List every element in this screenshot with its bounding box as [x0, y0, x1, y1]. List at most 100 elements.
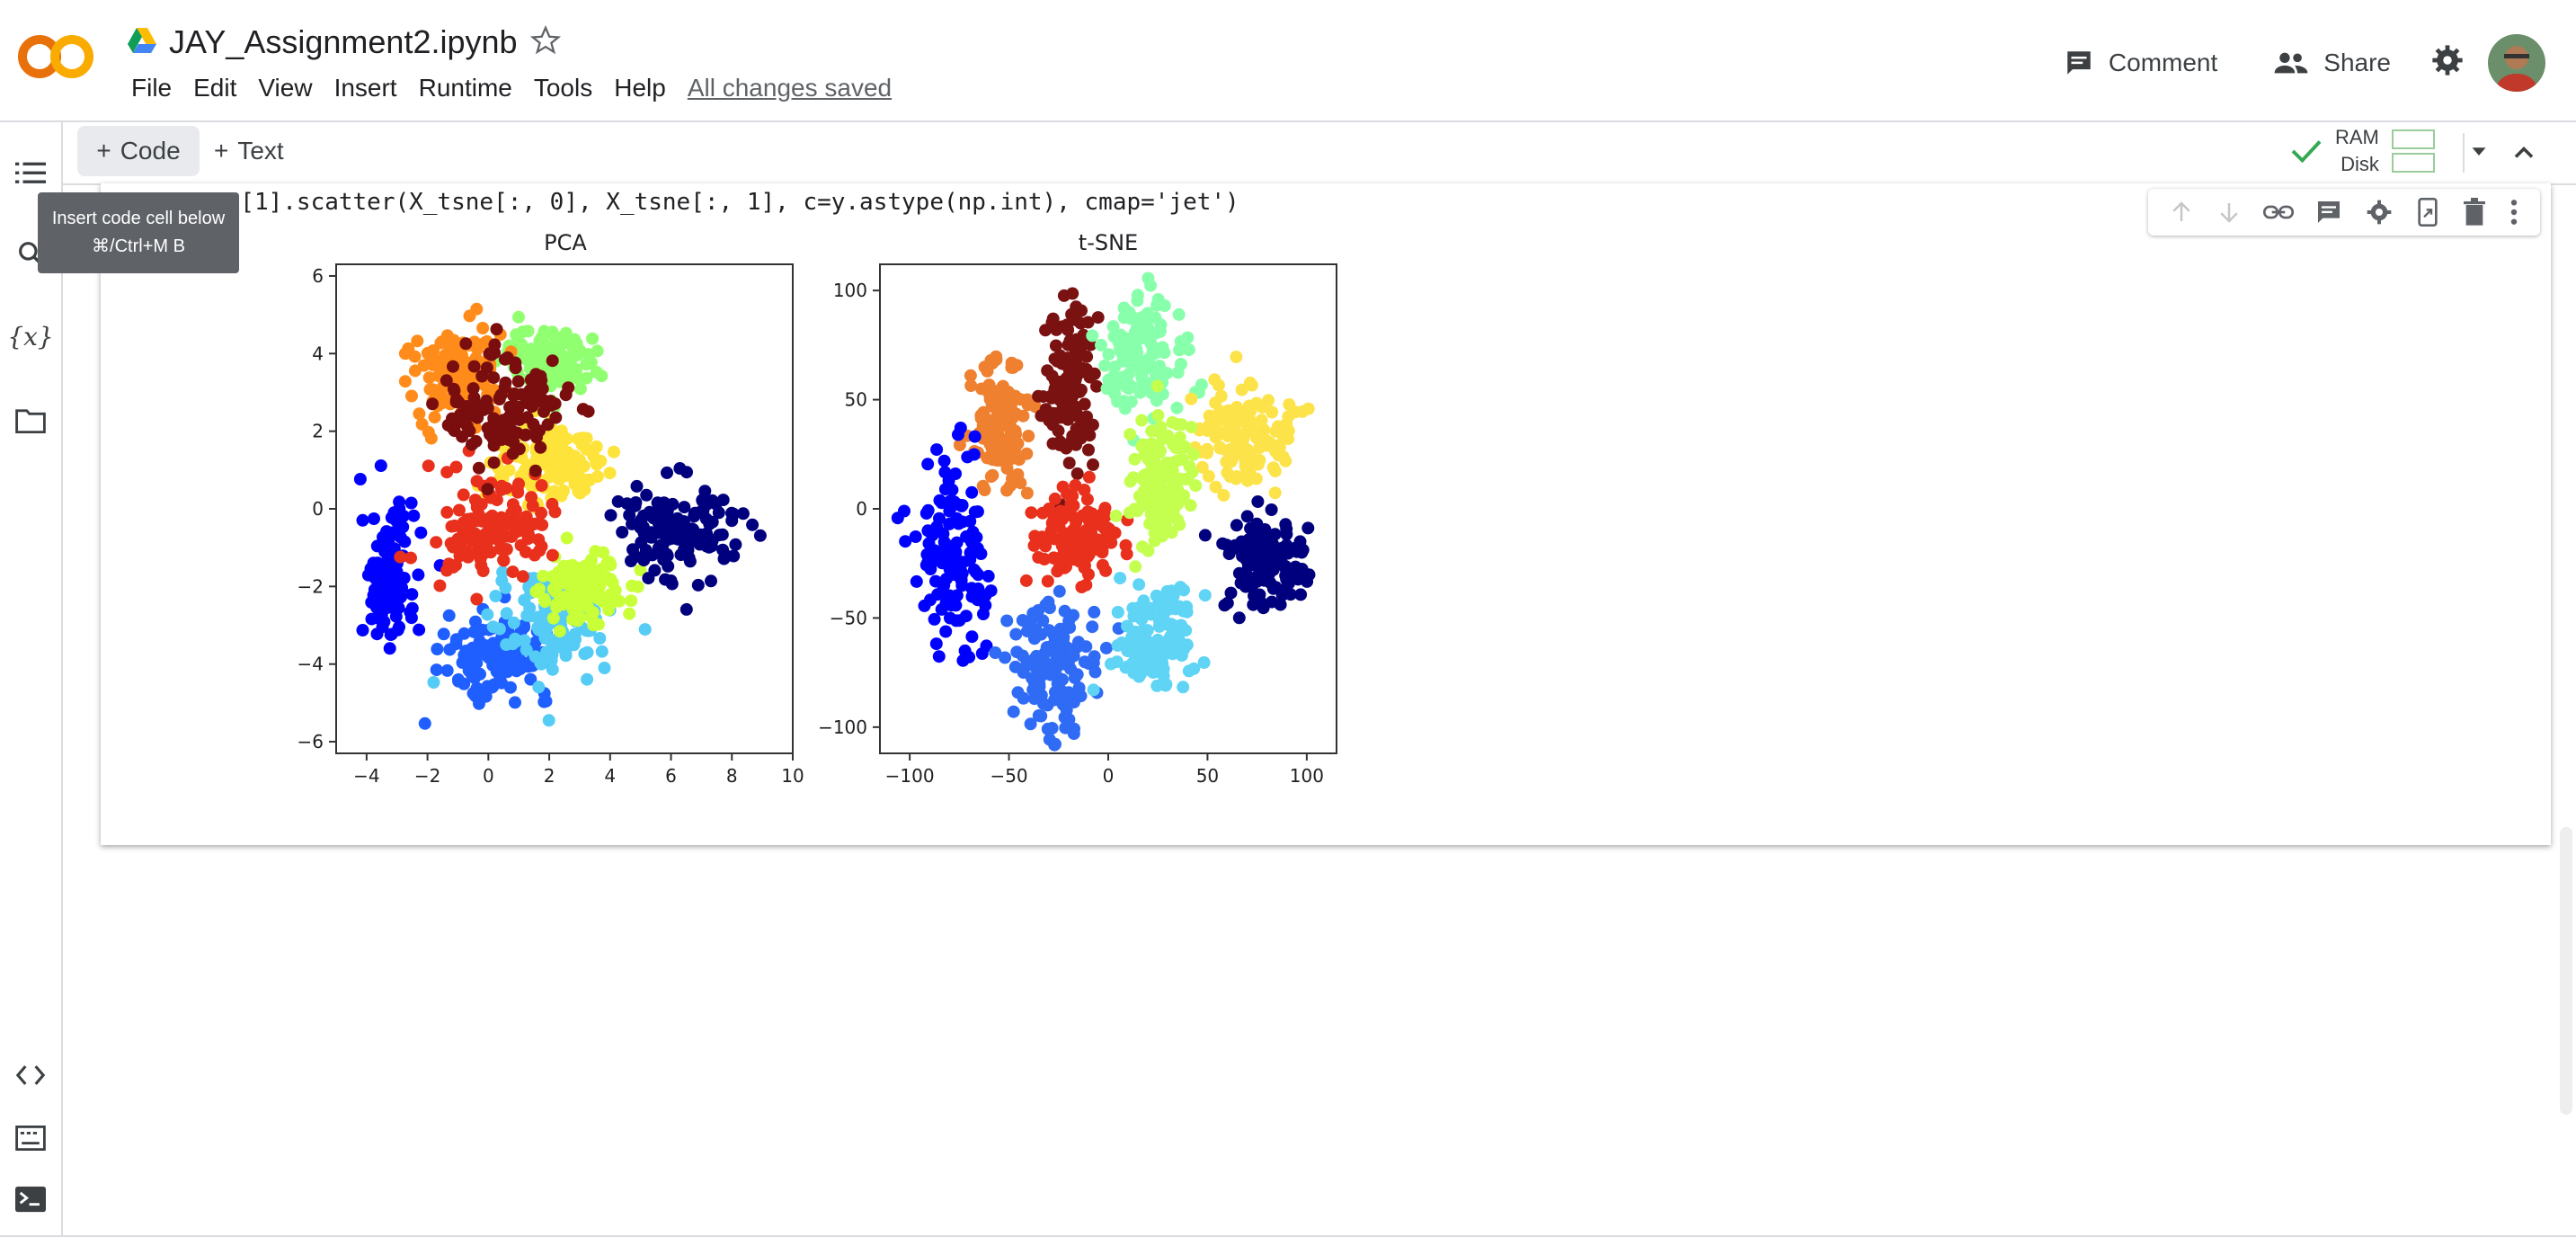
menu-runtime[interactable]: Runtime: [418, 74, 512, 102]
pca-point-class-9: [729, 538, 742, 551]
menu-view[interactable]: View: [258, 74, 313, 102]
tsne-point-class-5: [1054, 504, 1067, 518]
pca-point-class-0: [353, 473, 367, 485]
settings-icon[interactable]: [2365, 198, 2394, 227]
tsne-point-class-9: [1133, 578, 1146, 592]
x-tick-label: 6: [665, 765, 677, 787]
pca-point-class-2: [499, 581, 512, 594]
pca-point-class-8: [534, 441, 547, 454]
colab-logo[interactable]: [16, 27, 95, 86]
tsne-point-class-3: [1268, 465, 1282, 478]
tsne-point-class-5: [1082, 470, 1096, 484]
tsne-point-class-0: [996, 414, 1009, 428]
pca-point-class-3: [559, 334, 573, 347]
menu-file[interactable]: File: [131, 74, 173, 102]
settings-icon[interactable]: [2430, 43, 2465, 84]
notebook-title[interactable]: JAY_Assignment2.ipynb: [169, 23, 518, 60]
y-tick-label: 0: [856, 498, 867, 520]
tsne-point-class-8: [1067, 649, 1080, 663]
tsne-point-class-6: [1133, 489, 1146, 503]
pca-point-class-2: [569, 633, 582, 646]
x-tick-label: 8: [726, 765, 738, 787]
variables-icon[interactable]: {x}: [7, 321, 54, 352]
tsne-point-class-4: [937, 454, 951, 467]
tsne-point-class-6: [1124, 428, 1137, 441]
pca-point-class-8: [466, 382, 480, 396]
tsne-point-class-3: [1282, 410, 1295, 423]
code-cell[interactable]: ax[1].scatter(X_tsne[:, 0], X_tsne[:, 1]…: [101, 183, 2551, 845]
tsne-point-class-4: [910, 574, 923, 588]
tsne-point-class-4: [952, 428, 964, 441]
tsne-point-class-9: [1087, 683, 1100, 697]
save-status-link[interactable]: All changes saved: [687, 74, 893, 102]
move-down-icon[interactable]: [2216, 199, 2243, 226]
delete-icon[interactable]: [2462, 198, 2487, 227]
tsne-point-class-3: [1255, 414, 1268, 427]
move-up-icon[interactable]: [2168, 199, 2195, 226]
menu-edit[interactable]: Edit: [193, 74, 237, 102]
pca-point-class-6: [428, 411, 441, 424]
pca-point-class-2: [489, 590, 502, 602]
tsne-point-class-5: [1066, 489, 1079, 503]
pca-point-class-0: [356, 513, 369, 527]
comment-button[interactable]: Comment: [2047, 40, 2234, 85]
pca-point-class-5: [572, 432, 585, 446]
pca-point-class-1: [509, 696, 521, 709]
menu-insert[interactable]: Insert: [333, 74, 397, 102]
tsne-point-class-6: [1148, 456, 1161, 469]
terminal-icon[interactable]: [13, 1181, 49, 1217]
tsne-point-class-6: [1155, 492, 1168, 505]
pca-point-class-1: [430, 663, 443, 677]
pca-point-class-8: [466, 438, 478, 451]
collapse-header-icon[interactable]: [2508, 137, 2540, 169]
tsne-point-class-8: [1088, 665, 1102, 679]
tsne-point-class-6: [1167, 438, 1179, 451]
tsne-point-class-6: [1151, 409, 1165, 422]
pca-point-class-8: [499, 376, 512, 389]
comment-icon[interactable]: [2314, 198, 2343, 227]
pca-point-class-3: [512, 310, 525, 324]
menu-tools[interactable]: Tools: [533, 74, 593, 102]
star-icon[interactable]: [529, 24, 561, 60]
tsne-point-class-9: [1121, 619, 1133, 633]
folder-icon[interactable]: [13, 403, 49, 439]
pca-point-class-9: [680, 466, 693, 479]
y-tick-label: −6: [298, 731, 324, 752]
tsne-point-class-7: [1216, 537, 1230, 550]
pca-point-class-8: [463, 424, 476, 438]
menu-help[interactable]: Help: [614, 74, 666, 102]
tsne-point-class-7: [1275, 544, 1288, 557]
tsne-point-class-7: [1244, 521, 1257, 535]
header-bar: JAY_Assignment2.ipynb File Edit View Ins…: [0, 0, 2576, 122]
pca-point-class-0: [412, 568, 425, 582]
notebook-toolbar: + Code + Text RAM Disk: [0, 122, 2576, 185]
resources-indicator[interactable]: RAM Disk: [2290, 124, 2492, 178]
pca-point-class-8: [511, 375, 525, 388]
more-icon[interactable]: [2508, 198, 2520, 227]
mirror-cell-icon[interactable]: [2414, 198, 2441, 227]
toc-icon[interactable]: [13, 155, 49, 191]
command-palette-icon[interactable]: [13, 1120, 49, 1156]
tsne-point-class-8: [1041, 722, 1054, 735]
code-snippets-icon[interactable]: [13, 1057, 49, 1093]
tsne-point-class-4: [980, 639, 993, 653]
link-icon[interactable]: [2263, 199, 2295, 226]
tsne-point-class-4: [982, 569, 995, 583]
add-text-cell-button[interactable]: + Text: [214, 126, 284, 176]
pca-point-class-8: [519, 429, 532, 442]
add-code-cell-button[interactable]: + Code: [77, 126, 200, 176]
tsne-point-class-7: [1266, 595, 1278, 609]
code-line[interactable]: ax[1].scatter(X_tsne[:, 0], X_tsne[:, 1]…: [212, 189, 1239, 216]
tsne-point-class-5: [1027, 538, 1041, 552]
pca-point-class-9: [700, 498, 714, 512]
tsne-point-class-4: [898, 504, 910, 518]
tsne-point-class-1: [1070, 314, 1083, 327]
pca-point-class-7: [472, 508, 485, 521]
share-button[interactable]: Share: [2257, 40, 2407, 85]
pca-point-class-0: [413, 623, 426, 636]
scrollbar[interactable]: [2560, 827, 2572, 1115]
tsne-point-class-3: [1209, 396, 1222, 410]
avatar[interactable]: [2488, 34, 2545, 92]
tsne-point-class-3: [1221, 444, 1234, 458]
dropdown-arrow-icon[interactable]: [2465, 138, 2492, 165]
